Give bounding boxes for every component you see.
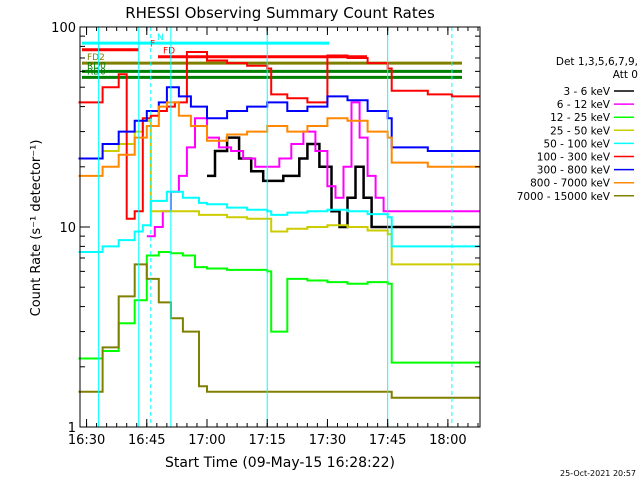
legend-entry: 3 - 6 keV xyxy=(563,86,610,98)
flag-label: FD2 xyxy=(87,53,105,63)
series-line xyxy=(78,251,480,364)
series-line xyxy=(78,263,480,399)
legend-entry: 25 - 50 keV xyxy=(550,125,611,137)
legend-entry: 100 - 300 keV xyxy=(537,152,611,164)
flag-label: RD0 xyxy=(87,67,106,77)
y-tick-label: 10 xyxy=(59,221,76,236)
series-line xyxy=(207,136,480,229)
x-tick-label: 17:00 xyxy=(188,433,225,448)
legend-header: Det 1,3,5,6,7,9, xyxy=(556,56,638,68)
y-tick-label: 100 xyxy=(51,21,76,36)
legend-entry: 300 - 800 keV xyxy=(537,165,611,177)
legend-entry: 6 - 12 keV xyxy=(557,99,611,111)
axes: 16:30 16:45 17:00 17:15 17:30 17:45 18:00 1 10 10… xyxy=(51,21,480,448)
x-tick-label: 16:45 xyxy=(128,433,165,448)
x-tick-label: 17:45 xyxy=(369,433,406,448)
legend-entry: 7000 - 15000 keV xyxy=(517,191,611,203)
x-tick-label: 17:30 xyxy=(309,433,346,448)
flag-label: N xyxy=(157,33,164,43)
legend-entry: 12 - 25 keV xyxy=(550,112,611,124)
legend-header: Att 0 xyxy=(613,69,638,81)
x-tick-label: 17:15 xyxy=(248,433,285,448)
x-tick-label: 18:00 xyxy=(429,433,466,448)
flag-label: FD xyxy=(163,47,175,57)
flag-label: RD0 xyxy=(87,61,106,71)
vertical-markers xyxy=(98,27,453,427)
x-axis-label: Start Time (09-May-15 16:28:22) xyxy=(165,455,395,471)
timestamp: 25-Oct-2021 20:57 xyxy=(560,469,636,478)
flag-label: F xyxy=(150,40,155,50)
y-tick-label: 1 xyxy=(68,421,76,436)
legend-entry: 800 - 7000 keV xyxy=(530,178,611,190)
series-line xyxy=(78,51,480,220)
x-tick-label: 16:30 xyxy=(68,433,105,448)
series-line xyxy=(78,190,480,253)
series-line xyxy=(146,101,480,238)
y-axis-label: Count Rate (s⁻¹ detector⁻¹) xyxy=(29,140,44,317)
chart-title: RHESSI Observing Summary Count Rates xyxy=(125,4,435,22)
legend-entry: 50 - 100 keV xyxy=(543,138,610,150)
